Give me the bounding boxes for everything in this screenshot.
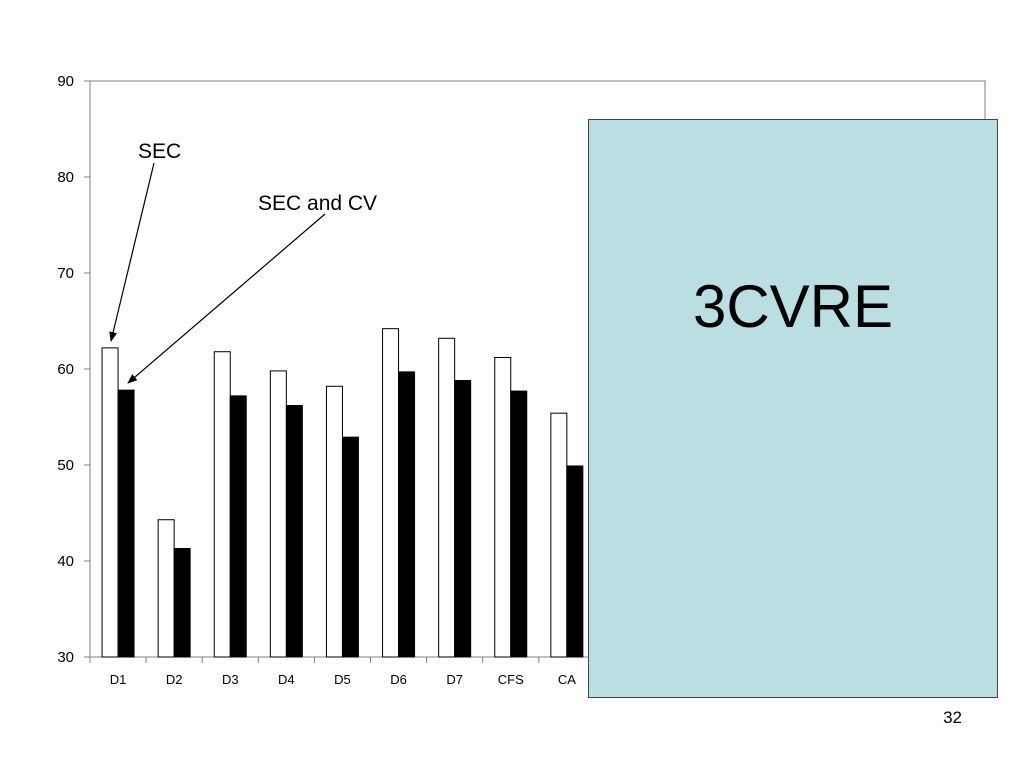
annotation-sec-and-cv: SEC and CV xyxy=(258,192,377,215)
x-tick-label: CA xyxy=(558,672,576,687)
y-tick-label: 50 xyxy=(57,457,74,474)
bar-series-2 xyxy=(398,371,416,658)
bar-series-1 xyxy=(157,519,175,658)
y-axis: 30 40 50 60 70 80 90 xyxy=(57,73,91,666)
overlay-box: 3CVRE xyxy=(588,119,998,698)
y-tick-label: 40 xyxy=(57,553,74,570)
x-tick-label: D7 xyxy=(446,672,463,687)
y-tick-label: 80 xyxy=(57,169,74,186)
bar-series-2 xyxy=(229,395,247,658)
bar-series-1 xyxy=(382,328,400,658)
bar-series-1 xyxy=(325,385,343,658)
bar-series-2 xyxy=(285,404,303,658)
x-tick-label: D1 xyxy=(110,672,127,687)
bar-series-1 xyxy=(213,351,231,658)
y-tick-label: 30 xyxy=(57,649,74,666)
slide-number: 32 xyxy=(943,708,962,727)
x-tick-label: D4 xyxy=(278,672,295,687)
x-tick-label: D3 xyxy=(222,672,239,687)
bar-series-group xyxy=(101,328,584,658)
bar-series-1 xyxy=(494,356,512,658)
bar-series-2 xyxy=(341,436,359,658)
bar-series-1 xyxy=(438,337,456,658)
bar-series-1 xyxy=(101,347,119,658)
bar-series-2 xyxy=(173,548,191,658)
bar-series-2 xyxy=(117,389,135,658)
y-tick-label: 90 xyxy=(57,73,74,90)
y-tick-label: 60 xyxy=(57,361,74,378)
x-tick-label: CFS xyxy=(498,672,524,687)
bar-series-1 xyxy=(550,412,568,658)
y-tick-label: 70 xyxy=(57,265,74,282)
x-tick-label: D6 xyxy=(390,672,407,687)
bar-series-2 xyxy=(510,390,528,658)
annotations: SEC SEC and CV xyxy=(109,140,377,384)
bar-series-2 xyxy=(454,380,472,658)
x-axis: D1 D2 D3 D4 D5 D6 D7 CFS CA xyxy=(89,656,588,687)
x-tick-label: D2 xyxy=(166,672,183,687)
annotation-sec: SEC xyxy=(138,140,181,163)
x-tick-label: D5 xyxy=(334,672,351,687)
annotation-sec-arrow xyxy=(109,162,155,342)
annotation-sec-and-cv-arrow xyxy=(127,213,326,384)
overlay-title: 3CVRE xyxy=(692,273,894,340)
bar-series-2 xyxy=(566,465,584,658)
bar-series-1 xyxy=(269,370,287,658)
